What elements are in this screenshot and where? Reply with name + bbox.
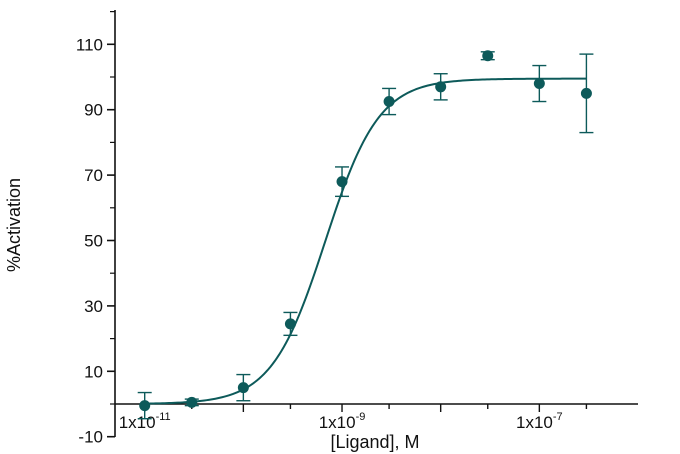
axes xyxy=(114,10,638,437)
data-point xyxy=(139,400,151,412)
data-point xyxy=(237,382,249,394)
data-point xyxy=(336,176,348,188)
data-point xyxy=(482,50,494,62)
x-tick-label: 1x10-7 xyxy=(516,411,563,432)
y-tick-label: 30 xyxy=(84,297,103,316)
data-point xyxy=(580,87,592,99)
y-tick-label: 50 xyxy=(84,232,103,251)
x-axis-title: [Ligand], M xyxy=(330,432,419,452)
data-point xyxy=(284,318,296,330)
x-ticks: 1x10-11 1x10-9 1x10-7 xyxy=(119,404,588,432)
y-axis-title: %Activation xyxy=(4,178,24,272)
x-tick-label: 1x10-11 xyxy=(119,411,171,432)
data-points xyxy=(137,50,594,420)
data-point xyxy=(186,396,198,408)
y-tick-label: 110 xyxy=(76,35,103,54)
y-ticks: -10 10 30 50 70 90 110 xyxy=(76,11,115,447)
y-tick-label: -10 xyxy=(78,428,103,447)
y-tick-label: 70 xyxy=(84,166,103,185)
data-point xyxy=(435,81,447,93)
data-point xyxy=(383,96,395,108)
y-tick-label: 10 xyxy=(84,362,103,381)
x-tick-label: 1x10-9 xyxy=(319,411,366,432)
y-tick-label: 90 xyxy=(84,101,103,120)
fit-curve xyxy=(144,77,587,405)
data-point xyxy=(533,78,545,90)
